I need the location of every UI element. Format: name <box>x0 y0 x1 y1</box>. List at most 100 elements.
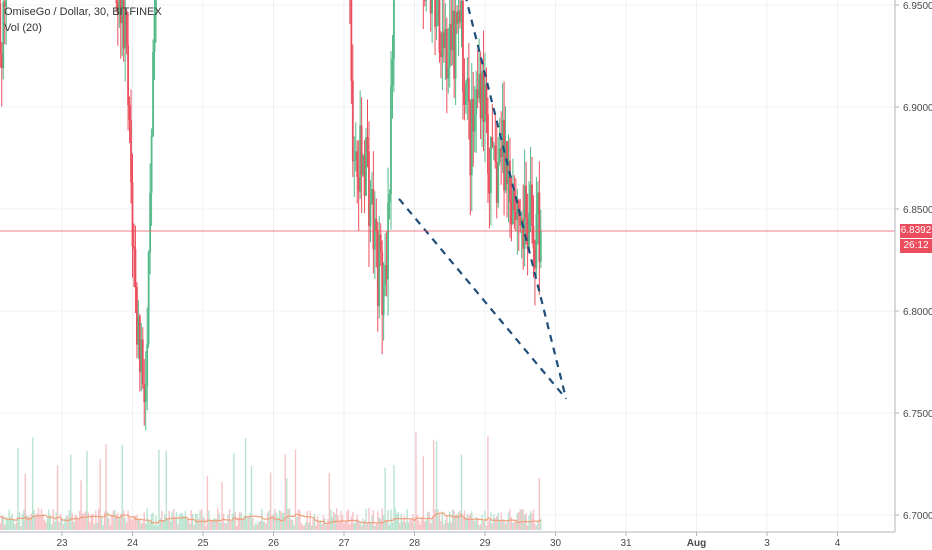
volume-bar <box>384 467 386 530</box>
volume-bar <box>465 517 467 530</box>
volume-bar <box>142 522 144 530</box>
volume-bar <box>283 512 285 530</box>
volume-bar <box>56 465 59 530</box>
volume-bar <box>62 524 65 530</box>
volume-bar <box>327 519 329 530</box>
volume-bar <box>456 513 458 530</box>
volume-bar <box>52 508 54 530</box>
volume-bar <box>429 523 432 530</box>
volume-bar <box>145 523 147 530</box>
candle-body <box>470 98 473 176</box>
candle-body <box>484 84 486 122</box>
candlesticks <box>0 0 542 430</box>
volume-bar <box>474 520 476 530</box>
volume-bar <box>118 517 120 530</box>
volume-bar <box>130 519 132 530</box>
candle-body <box>134 248 137 288</box>
volume-bar <box>237 517 239 530</box>
candle-body <box>535 214 538 269</box>
volume-bar <box>471 511 473 530</box>
volume-bar <box>268 510 270 530</box>
candle-body <box>350 0 353 81</box>
volume-bar <box>181 513 184 530</box>
volume-bar <box>11 513 13 530</box>
volume-bar <box>184 510 187 530</box>
volume-bar <box>399 523 401 530</box>
candle-body <box>497 162 500 203</box>
candle-body <box>356 151 359 178</box>
candle-body <box>390 85 392 195</box>
candle-body <box>143 383 146 403</box>
volume-bar <box>310 525 313 530</box>
volume-bar <box>239 512 241 530</box>
volume-bar <box>490 512 492 530</box>
volume-bar <box>34 515 37 530</box>
upper-trendline <box>465 0 568 399</box>
volume-bar <box>397 511 400 530</box>
candle-body <box>0 3 2 55</box>
volume-bar <box>506 521 508 530</box>
candle-body <box>130 120 132 183</box>
volume-bar <box>469 513 472 530</box>
volume-bar <box>472 519 474 530</box>
volume-bar <box>219 522 222 530</box>
volume-bar <box>363 520 366 530</box>
volume-bar <box>122 510 125 530</box>
candle-body <box>0 54 3 69</box>
volume-bar <box>37 508 40 530</box>
candle-body <box>462 0 464 92</box>
volume-bar <box>221 481 223 530</box>
volume-bar <box>487 436 489 530</box>
volume-ma-path <box>0 512 541 525</box>
candle-body <box>431 0 434 14</box>
volume-bar <box>114 509 116 530</box>
volume-bar <box>359 522 361 530</box>
candle-body <box>362 156 364 176</box>
volume-bar <box>40 508 43 530</box>
volume-bar <box>540 518 542 530</box>
candle-body <box>147 251 150 344</box>
volume-bar <box>440 520 442 530</box>
candle-body <box>133 246 135 249</box>
candle-body <box>155 0 157 15</box>
volume-bar <box>78 511 81 530</box>
volume-bar <box>451 509 454 530</box>
volume-bar <box>350 516 353 530</box>
volume-bar <box>17 448 19 530</box>
volume-bar <box>479 524 482 530</box>
volume-bar <box>277 516 279 530</box>
volume-bar <box>341 515 344 530</box>
candle-body <box>124 11 127 49</box>
volume-title: Vol (20) <box>4 22 42 34</box>
candle-body <box>429 0 432 14</box>
price-tick-label: 6.8500 <box>903 205 932 216</box>
volume-bar <box>215 518 217 530</box>
candle-body <box>357 177 360 192</box>
time-tick-label: 30 <box>550 538 562 549</box>
volume-bar <box>443 524 445 530</box>
volume-bar <box>407 522 410 530</box>
candle-body <box>516 200 519 221</box>
time-tick-label: 25 <box>197 538 209 549</box>
volume-bar <box>522 509 524 530</box>
volume-bar <box>81 513 84 530</box>
candle-body <box>441 32 444 58</box>
volume-bar <box>380 518 382 530</box>
price-tick-label: 6.9000 <box>903 103 932 114</box>
volume-bar <box>33 510 35 530</box>
volume-bar <box>454 514 457 530</box>
volume-bar <box>457 511 460 530</box>
candle-body <box>127 45 129 105</box>
volume-bar <box>375 523 378 530</box>
volume-bar <box>482 521 485 530</box>
candle-body <box>444 28 447 49</box>
volume-bar <box>178 514 181 530</box>
volume-bar <box>252 517 254 530</box>
volume-bar <box>287 508 289 530</box>
candle-body <box>538 192 541 262</box>
volume-bar <box>234 512 237 530</box>
volume-bar <box>158 449 160 530</box>
volume-bar <box>410 520 413 530</box>
volume-bar <box>42 514 44 530</box>
